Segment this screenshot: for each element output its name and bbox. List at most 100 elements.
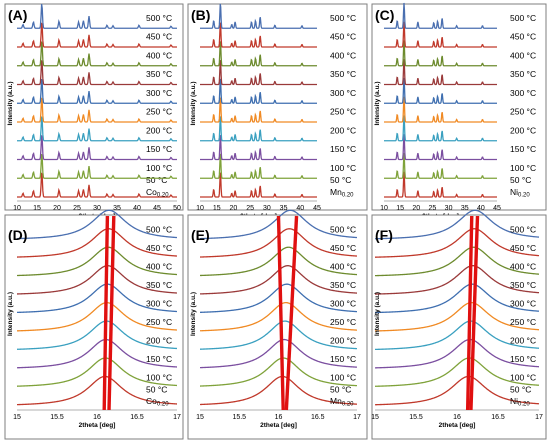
peak-shift-guide-line bbox=[102, 215, 110, 411]
x-tick-label: 40 bbox=[296, 205, 304, 212]
panel-frame bbox=[371, 3, 547, 211]
series-label: 350 °C bbox=[510, 280, 536, 290]
series-label: 450 °C bbox=[330, 32, 356, 42]
series-line-50C bbox=[374, 375, 540, 406]
series-label: 350 °C bbox=[510, 69, 536, 79]
series-label: 50 °C bbox=[510, 175, 531, 185]
panel-3: 50 °C 100 °C 150 °C 200 °C 250 °C 300 °C 350 °… bbox=[371, 2, 547, 220]
series-label: 450 °C bbox=[146, 243, 172, 253]
series-label: 150 °C bbox=[146, 354, 172, 364]
series-line-100C bbox=[199, 357, 358, 387]
x-axis-label: 2theta [deg] bbox=[260, 422, 297, 429]
series-label: 500 °C bbox=[330, 225, 356, 235]
y-axis-label: Intensity (a.u.) bbox=[7, 292, 14, 336]
series-line-150C bbox=[17, 135, 177, 161]
panel-letter: (E) bbox=[191, 227, 210, 243]
x-tick-label: 30 bbox=[445, 205, 453, 212]
x-tick-label: 30 bbox=[93, 205, 101, 212]
series-label: 400 °C bbox=[146, 262, 172, 272]
series-line-200C bbox=[384, 115, 497, 142]
series-line-50C bbox=[199, 375, 358, 406]
y-axis-label: Intensity (a.u.) bbox=[374, 81, 381, 125]
series-line-300C bbox=[200, 78, 317, 104]
series-line-250C bbox=[16, 301, 178, 332]
series-line-200C bbox=[16, 320, 178, 350]
series-line-450C bbox=[200, 22, 317, 48]
series-label: 450 °C bbox=[330, 243, 356, 253]
series-line-350C bbox=[200, 60, 317, 86]
series-line-350C bbox=[374, 265, 540, 295]
x-tick-label: 35 bbox=[113, 205, 121, 212]
x-tick-label: 15 bbox=[371, 414, 379, 421]
sample-label: Mn0.20 bbox=[330, 187, 354, 199]
series-line-500C bbox=[384, 2, 497, 29]
y-axis-label: Intensity (a.u.) bbox=[7, 81, 14, 125]
series-label: 500 °C bbox=[330, 13, 356, 23]
x-tick-label: 15.5 bbox=[232, 414, 246, 421]
series-label: 250 °C bbox=[510, 317, 536, 327]
x-tick-label: 10 bbox=[196, 205, 204, 212]
sample-label: Co0.20 bbox=[146, 396, 169, 408]
series-label: 300 °C bbox=[330, 88, 356, 98]
series-label: 250 °C bbox=[330, 107, 356, 117]
series-label: 200 °C bbox=[330, 335, 356, 345]
series-label: 250 °C bbox=[146, 317, 172, 327]
panel-letter: (D) bbox=[8, 227, 27, 243]
series-label: 50 °C bbox=[330, 175, 351, 185]
x-tick-label: 10 bbox=[380, 205, 388, 212]
series-line-450C bbox=[374, 228, 540, 258]
panel-letter: (B) bbox=[191, 7, 210, 23]
series-line-450C bbox=[17, 22, 177, 48]
sample-label: Ni0.20 bbox=[510, 396, 530, 408]
series-line-500C bbox=[17, 3, 177, 29]
series-label: 200 °C bbox=[146, 125, 172, 135]
series-line-200C bbox=[374, 320, 540, 351]
x-tick-label: 35 bbox=[280, 205, 288, 212]
series-line-300C bbox=[16, 283, 178, 314]
peak-shift-guide-line bbox=[284, 215, 299, 411]
x-tick-label: 30 bbox=[263, 205, 271, 212]
series-label: 400 °C bbox=[330, 262, 356, 272]
panel-2: 50 °C 100 °C 150 °C 200 °C 250 °C 300 °C 350 °… bbox=[187, 3, 368, 220]
series-label: 150 °C bbox=[330, 354, 356, 364]
panel-frame bbox=[187, 3, 368, 211]
series-label: 450 °C bbox=[146, 32, 172, 42]
x-tick-label: 17 bbox=[173, 414, 181, 421]
series-label: 250 °C bbox=[146, 107, 172, 117]
series-label: 350 °C bbox=[146, 69, 172, 79]
series-label: 450 °C bbox=[510, 243, 536, 253]
panel-letter: (A) bbox=[8, 7, 27, 23]
series-label: 500 °C bbox=[146, 225, 172, 235]
series-line-150C bbox=[384, 134, 497, 161]
series-line-500C bbox=[16, 209, 178, 240]
panel-letter: (C) bbox=[375, 7, 394, 23]
x-tick-label: 15 bbox=[396, 205, 404, 212]
x-tick-label: 17 bbox=[353, 414, 361, 421]
series-line-150C bbox=[200, 135, 317, 161]
x-tick-label: 16 bbox=[275, 414, 283, 421]
series-label: 350 °C bbox=[146, 280, 172, 290]
series-line-100C bbox=[17, 153, 177, 179]
series-label: 100 °C bbox=[510, 372, 536, 382]
series-line-400C bbox=[200, 41, 317, 67]
series-line-50C bbox=[200, 172, 317, 198]
series-line-50C bbox=[384, 171, 497, 198]
series-label: 500 °C bbox=[510, 225, 536, 235]
series-label: 150 °C bbox=[510, 354, 536, 364]
series-line-350C bbox=[384, 59, 497, 86]
series-label: 450 °C bbox=[510, 32, 536, 42]
x-tick-label: 45 bbox=[493, 205, 501, 212]
series-label: 350 °C bbox=[330, 280, 356, 290]
series-line-150C bbox=[374, 338, 540, 369]
series-line-350C bbox=[17, 60, 177, 86]
series-label: 100 °C bbox=[510, 163, 536, 173]
series-label: 50 °C bbox=[330, 384, 351, 394]
series-label: 350 °C bbox=[330, 69, 356, 79]
series-label: 200 °C bbox=[510, 335, 536, 345]
series-line-250C bbox=[374, 301, 540, 332]
series-line-300C bbox=[199, 283, 358, 313]
peak-shift-guide-line bbox=[276, 215, 285, 411]
x-tick-label: 40 bbox=[477, 205, 485, 212]
series-line-150C bbox=[16, 338, 178, 369]
